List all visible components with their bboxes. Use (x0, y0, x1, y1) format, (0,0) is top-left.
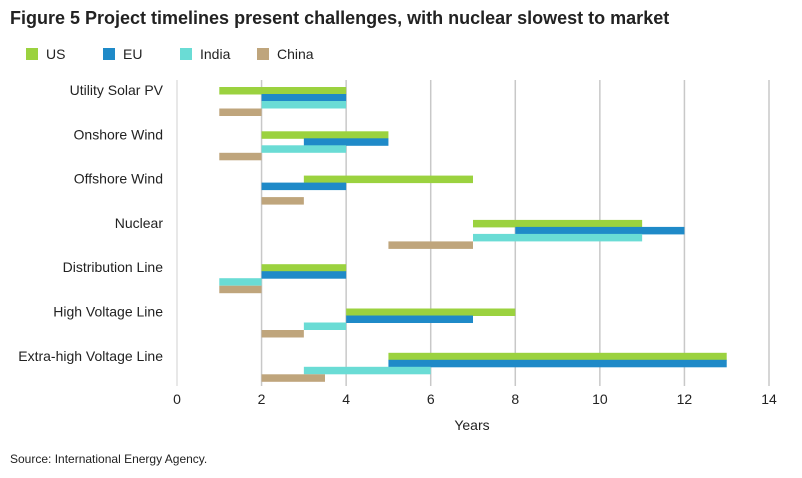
chart-title: Figure 5 Project timelines present chall… (10, 8, 670, 28)
bar-eu-extra-high-voltage-line (388, 359, 727, 368)
bar-eu-distribution-line (261, 271, 347, 279)
category-label: Offshore Wind (74, 171, 163, 187)
bar-us-distribution-line (261, 264, 347, 272)
bar-us-offshore-wind (303, 175, 473, 184)
legend-item-eu: EU (103, 46, 180, 62)
legend-swatch (257, 48, 269, 60)
x-tick-label: 10 (592, 391, 608, 407)
legend-label: India (200, 46, 231, 62)
bar-us-nuclear (473, 219, 643, 228)
legend-item-china: China (257, 46, 334, 62)
legend-label: EU (123, 46, 143, 62)
bar-china-extra-high-voltage-line (261, 374, 325, 382)
category-label: Utility Solar PV (70, 82, 164, 98)
bar-india-high-voltage-line (303, 322, 347, 330)
bar-us-utility-solar-pv (219, 87, 347, 95)
x-axis-label: Years (454, 417, 489, 433)
bar-china-distribution-line (219, 285, 262, 294)
x-tick-label: 6 (427, 391, 435, 407)
x-tick-label: 8 (511, 391, 519, 407)
legend-swatch (180, 48, 192, 60)
legend-item-india: India (180, 46, 257, 62)
bar-eu-nuclear (515, 226, 685, 235)
bar-china-offshore-wind (261, 197, 304, 205)
category-label: Nuclear (115, 215, 164, 231)
x-tick-label: 14 (761, 391, 777, 407)
bar-india-onshore-wind (261, 145, 347, 153)
bar-china-onshore-wind (219, 152, 262, 161)
source-note: Source: International Energy Agency. (10, 452, 208, 466)
legend: US EU India China (26, 46, 334, 62)
x-tick-label: 4 (342, 391, 350, 407)
bar-eu-utility-solar-pv (261, 94, 347, 102)
category-label: Onshore Wind (74, 126, 163, 142)
legend-swatch (26, 48, 38, 60)
bar-us-extra-high-voltage-line (388, 352, 727, 361)
bar-india-nuclear (473, 233, 643, 242)
bar-china-nuclear (388, 241, 473, 249)
x-tick-label: 2 (258, 391, 266, 407)
bar-eu-high-voltage-line (346, 315, 473, 323)
bar-india-extra-high-voltage-line (303, 366, 431, 375)
category-label: Extra-high Voltage Line (18, 348, 163, 364)
legend-label: US (46, 46, 66, 62)
bar-eu-offshore-wind (261, 182, 347, 191)
bar-india-distribution-line (219, 278, 262, 286)
bar-china-high-voltage-line (261, 330, 304, 338)
bar-eu-onshore-wind (303, 138, 389, 146)
bar-us-onshore-wind (261, 131, 389, 139)
bar-india-utility-solar-pv (261, 101, 347, 109)
bar-us-high-voltage-line (346, 308, 516, 316)
category-label: High Voltage Line (53, 304, 163, 320)
legend-swatch (103, 48, 115, 60)
x-tick-label: 12 (677, 391, 693, 407)
legend-item-us: US (26, 46, 103, 62)
bar-china-utility-solar-pv (219, 108, 262, 116)
x-tick-label: 0 (173, 391, 181, 407)
legend-label: China (277, 46, 314, 62)
category-label: Distribution Line (63, 259, 164, 275)
